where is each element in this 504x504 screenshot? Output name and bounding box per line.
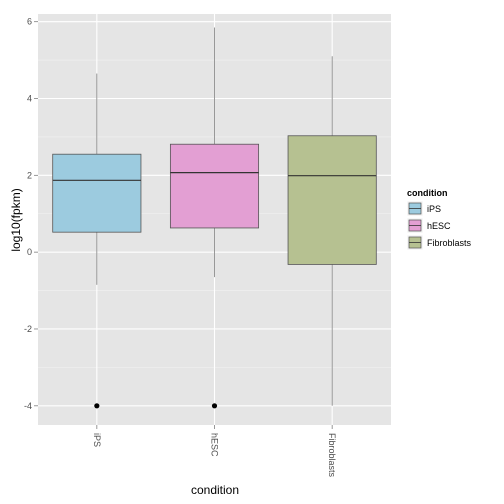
box-body: [52, 153, 142, 233]
legend: condition iPS hESC Fibroblasts: [406, 188, 472, 251]
x-axis-ticks: iPS hESC Fibroblasts: [92, 425, 337, 478]
box-body: [287, 135, 377, 265]
outlier-point: [211, 403, 218, 409]
y-tick-label: -4: [24, 401, 32, 411]
x-axis-title: condition: [191, 483, 239, 497]
box-hesc: [169, 27, 260, 409]
y-axis-ticks: -4 -2 0 2 4 6: [24, 17, 38, 411]
x-tick-label: hESC: [210, 433, 220, 457]
y-tick-label: -2: [24, 324, 32, 334]
y-tick-label: 6: [27, 17, 32, 27]
y-axis-title: log10(fpkm): [9, 188, 23, 251]
box-fibroblasts: [287, 56, 377, 406]
y-tick-label: 0: [27, 247, 32, 257]
legend-label: hESC: [427, 221, 451, 231]
legend-label: iPS: [427, 204, 441, 214]
box-ips: [52, 73, 142, 409]
x-tick-label: Fibroblasts: [327, 433, 337, 478]
box-body: [169, 143, 260, 229]
y-tick-label: 4: [27, 94, 32, 104]
box-group: [52, 27, 377, 409]
x-tick-label: iPS: [92, 433, 102, 447]
legend-title: condition: [407, 188, 448, 198]
y-tick-label: 2: [27, 170, 32, 180]
legend-label: Fibroblasts: [427, 238, 472, 248]
outlier-point: [94, 403, 100, 409]
